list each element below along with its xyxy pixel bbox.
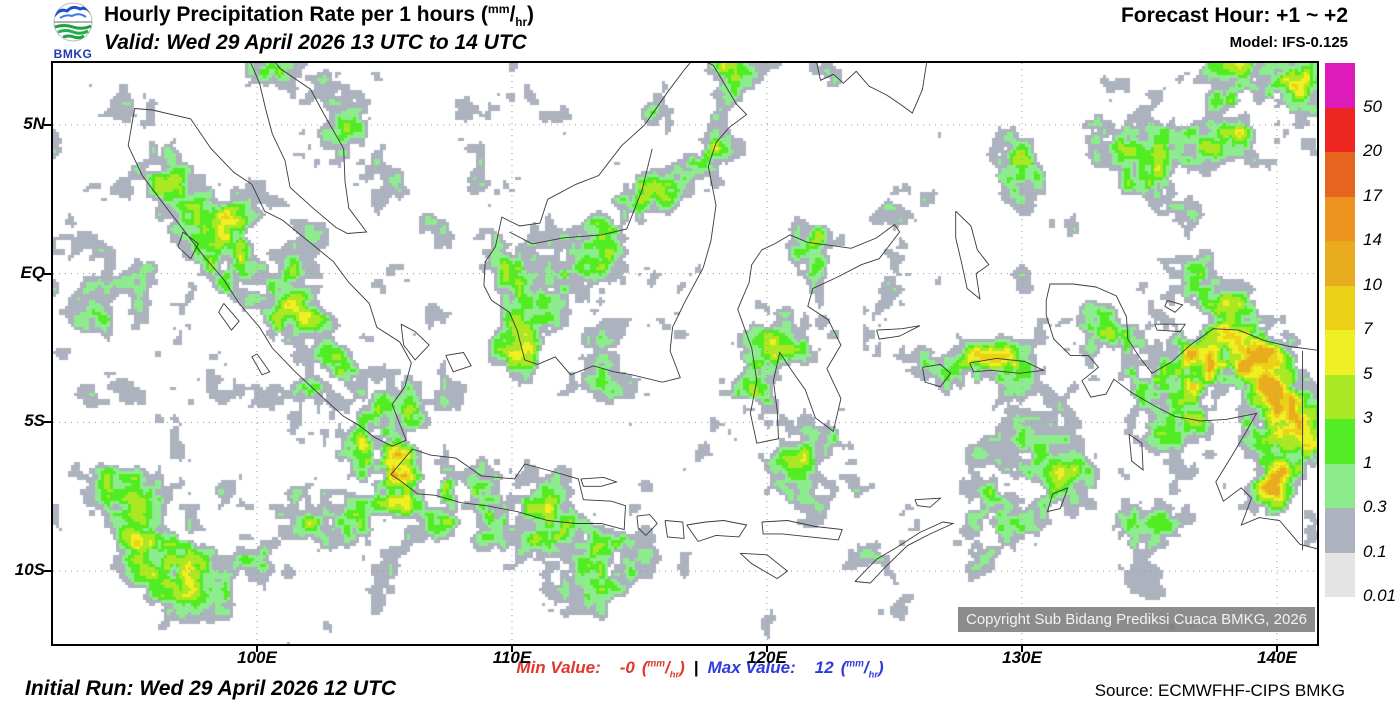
coastline-path — [400, 323, 430, 361]
coastline-path — [854, 521, 955, 584]
lon-tick-label: 130E — [1002, 648, 1042, 667]
initial-run: Initial Run: Wed 29 April 2026 12 UTC — [25, 677, 397, 700]
lat-tick-label: 10S — [14, 560, 45, 580]
coastline-path — [251, 353, 271, 376]
valid-time: Valid: Wed 29 April 2026 13 UTC to 14 UT… — [104, 31, 527, 54]
lat-tick-label: EQ — [20, 262, 45, 282]
colorbar-label: 14 — [1363, 230, 1382, 249]
minmax-row: Min Value: -0 (mm/hr) | Max Value: 12 (mm/hr) — [516, 658, 884, 680]
coastline-path — [686, 520, 748, 542]
coastline-path — [250, 63, 368, 234]
minmax-separator: | — [693, 658, 699, 677]
max-value: 12 — [814, 658, 834, 677]
coastline-path — [1154, 323, 1187, 333]
colorbar-segment — [1325, 241, 1355, 286]
colorbar — [1325, 63, 1355, 597]
lat-tick-mark — [44, 123, 53, 126]
coastline-path — [127, 108, 412, 447]
coastline-path — [636, 514, 658, 537]
coastline-path — [969, 357, 1046, 374]
colorbar-label: 0.3 — [1363, 497, 1387, 516]
colorbar-label: 0.01 — [1363, 586, 1397, 605]
coastline-path — [816, 63, 928, 114]
colorbar-segment — [1325, 552, 1355, 597]
page-title: Hourly Precipitation Rate per 1 hours (m… — [104, 2, 534, 30]
coastline-path — [914, 497, 942, 508]
colorbar-segment — [1325, 285, 1355, 330]
lon-tick-label: 110E — [492, 648, 532, 667]
coastline-path — [445, 352, 472, 373]
coastline-path — [664, 520, 685, 539]
map-plot-area: Copyright Sub Bidang Prediksi Cuaca BMKG… — [53, 63, 1317, 644]
colorbar-label: 0.1 — [1363, 541, 1387, 561]
lon-tick-label: 120E — [747, 648, 787, 667]
bmkg-logo: BMKG — [44, 1, 102, 61]
colorbar-segment — [1325, 419, 1355, 464]
lon-tick-mark — [255, 644, 258, 652]
colorbar-label: 5 — [1363, 363, 1373, 383]
lon-tick-label: 140E — [1257, 648, 1297, 667]
coastline-path — [1046, 487, 1069, 513]
bmkg-logo-label: BMKG — [53, 47, 93, 61]
coastline-path — [737, 223, 901, 444]
colorbar-label: 17 — [1363, 185, 1382, 205]
min-unit: (mm/hr) — [641, 658, 685, 680]
coastline-path — [1128, 433, 1144, 471]
coastline-path — [761, 520, 843, 541]
lat-tick-label: 5S — [24, 411, 45, 431]
coastline-overlay — [53, 63, 1317, 644]
lon-tick-mark — [1020, 644, 1023, 652]
coastline-path — [739, 552, 789, 580]
copyright-badge: Copyright Sub Bidang Prediksi Cuaca BMKG… — [957, 607, 1315, 632]
model-name: Model: IFS-0.125 — [1229, 34, 1348, 51]
precipitation-raster — [53, 63, 1317, 644]
coastline-path — [177, 231, 199, 260]
colorbar-segment — [1325, 63, 1355, 108]
colorbar-segment — [1325, 107, 1355, 152]
min-value: -0 — [619, 658, 635, 677]
colorbar-label: 7 — [1363, 319, 1373, 338]
lat-tick-mark — [44, 421, 53, 424]
colorbar-label: 1 — [1363, 452, 1373, 472]
lon-tick-label: 100E — [237, 648, 277, 667]
coastline-path — [1045, 283, 1317, 550]
colorbar-segment — [1325, 463, 1355, 508]
forecast-hour: Forecast Hour: +1 ~ +2 — [1120, 4, 1348, 27]
colorbar-label: 10 — [1363, 274, 1382, 294]
coastline-path — [955, 210, 990, 300]
lon-tick-mark — [1275, 644, 1278, 652]
max-unit: (mm/hr) — [840, 658, 884, 680]
lon-tick-mark — [510, 644, 513, 652]
colorbar-label: 50 — [1363, 96, 1382, 116]
min-value-label: Min Value: — [516, 658, 601, 677]
colorbar-segment — [1325, 330, 1355, 375]
lat-tick-label: 5N — [23, 113, 45, 133]
coastline-path — [390, 448, 626, 531]
colorbar-segment — [1325, 152, 1355, 197]
max-value-label: Max Value: — [707, 658, 796, 677]
lat-tick-mark — [44, 570, 53, 573]
lat-tick-mark — [44, 272, 53, 275]
lon-tick-mark — [765, 644, 768, 652]
coastline-path — [509, 148, 653, 245]
bmkg-logo-icon — [53, 2, 93, 42]
colorbar-segment — [1325, 374, 1355, 419]
coastline-path — [483, 63, 748, 383]
coastline-path — [218, 303, 240, 331]
coastline-path — [580, 476, 618, 487]
coastline-path — [1164, 299, 1184, 313]
coastline-path — [876, 325, 921, 340]
colorbar-segment — [1325, 508, 1355, 553]
data-source: Source: ECMWFHF-CIPS BMKG — [1094, 681, 1345, 700]
colorbar-segment — [1325, 196, 1355, 241]
colorbar-label: 20 — [1363, 141, 1382, 160]
colorbar-label: 3 — [1363, 408, 1373, 427]
coastline-path — [922, 363, 952, 388]
